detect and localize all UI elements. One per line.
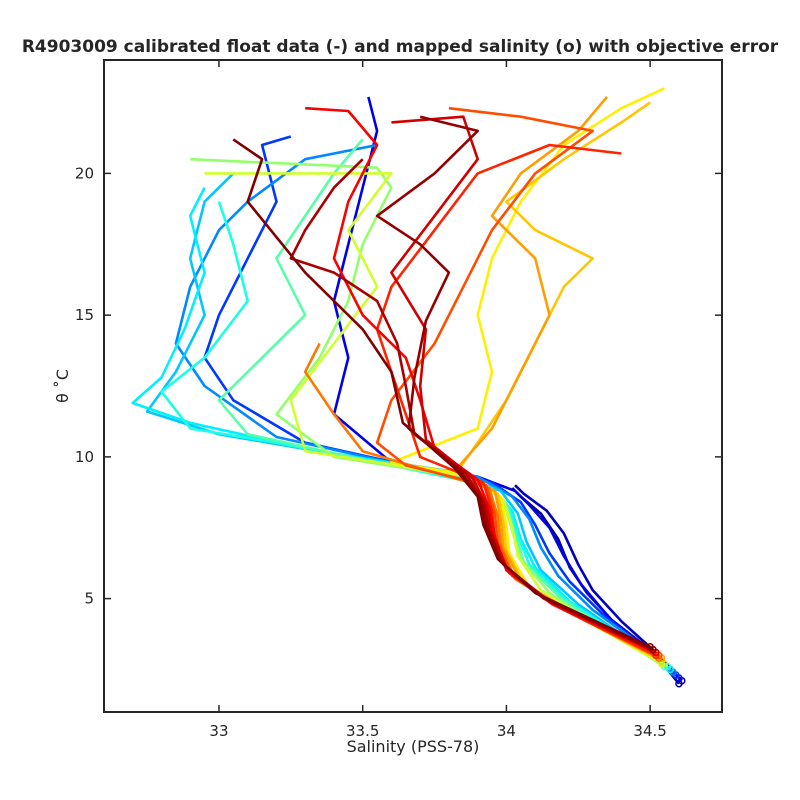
y-tick-label-0: 5	[84, 590, 94, 608]
profile-line-19	[289, 158, 654, 651]
profile-line-15	[375, 106, 660, 657]
x-tick-label-1: 33.5	[346, 722, 379, 740]
y-tick-label-3: 20	[75, 164, 94, 182]
ticks-layer: 33 33.5 34 34.5 5 10 15 20	[75, 60, 722, 740]
profile-line-13	[453, 96, 663, 660]
x-tick-label-2: 34	[497, 722, 516, 740]
profile-line-21	[232, 138, 651, 648]
y-tick-label-1: 10	[75, 448, 94, 466]
plot-frame	[103, 59, 723, 713]
chart-title: R4903009 calibrated float data (-) and m…	[22, 37, 779, 57]
y-axis-label: θ ˚C	[53, 369, 72, 403]
x-tick-label-0: 33	[209, 722, 228, 740]
x-tick-label-3: 34.5	[633, 722, 666, 740]
profile-line-1	[514, 484, 683, 682]
series-layer	[131, 87, 686, 688]
x-axis-label: Salinity (PSS-78)	[347, 737, 480, 756]
profile-line-20	[375, 115, 654, 651]
profile-line-6	[131, 187, 672, 671]
profile-line-18	[390, 115, 657, 654]
profile-line-10	[204, 172, 663, 665]
mapped-salinity-marker-21	[646, 643, 654, 651]
y-tick-label-2: 15	[75, 306, 94, 324]
